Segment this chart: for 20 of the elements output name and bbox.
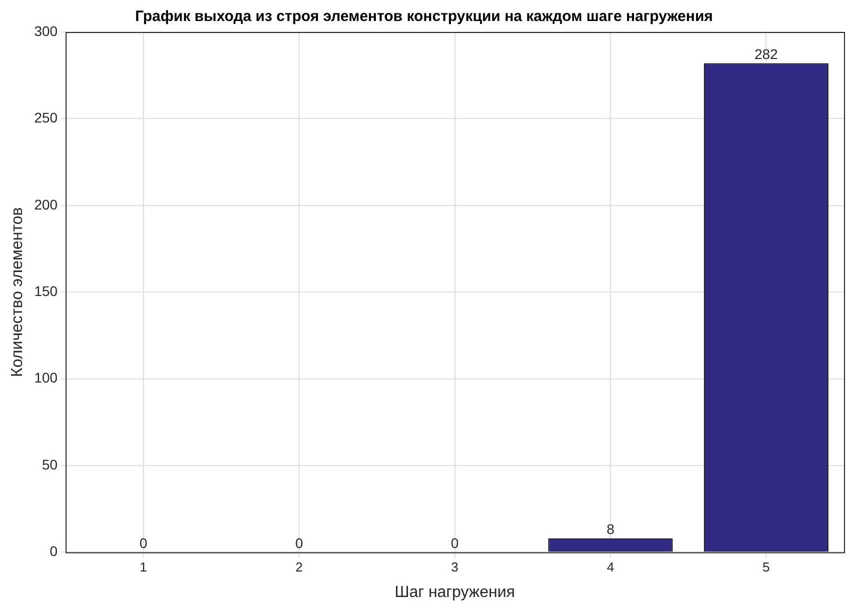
- y-tick-label: 100: [34, 370, 58, 386]
- data-label: 0: [450, 535, 459, 552]
- y-tick-label: 250: [34, 110, 58, 126]
- x-tick-label: 1: [140, 560, 148, 575]
- x-axis-title: Шаг нагружения: [394, 584, 515, 601]
- y-axis-title: Количество элементов: [9, 207, 26, 377]
- data-label: 0: [140, 535, 148, 552]
- chart-title: График выхода из строя элементов конструкции на каждом шаге нагружения: [135, 8, 713, 26]
- x-tick-label: 3: [451, 560, 458, 575]
- x-tick-label: 2: [295, 560, 303, 575]
- y-tick-label: 50: [42, 456, 58, 472]
- data-label: 0: [295, 535, 304, 552]
- data-label: 8: [606, 521, 615, 538]
- y-tick-label: 300: [34, 22, 58, 39]
- x-tick-label: 4: [606, 560, 614, 575]
- y-tick-label: 200: [34, 196, 58, 212]
- y-tick-label: 150: [34, 282, 58, 299]
- data-label: 282: [754, 46, 778, 62]
- y-tick-label: 0: [50, 543, 58, 560]
- x-tick-label: 5: [762, 560, 770, 575]
